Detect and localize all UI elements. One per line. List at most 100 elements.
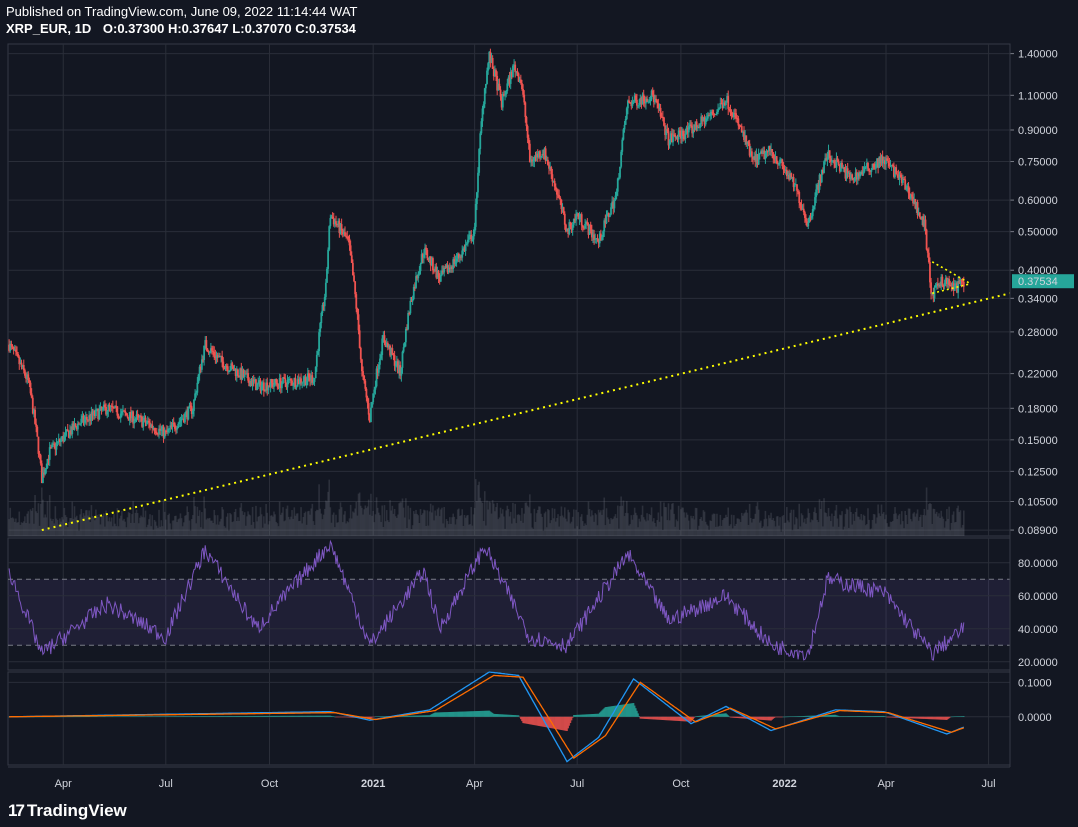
volume-bar [30,510,33,536]
volume-bar [867,508,869,536]
macd-histogram-bar [886,716,888,718]
macd-histogram-bar [609,706,611,717]
candle-body [313,378,316,382]
candle-body [731,115,734,117]
triangle-lower-line[interactable] [932,282,971,295]
volume-bar [79,514,81,536]
volume-bar [597,509,600,536]
volume-bar [197,515,200,536]
rsi-tick-label: 20.0000 [1018,657,1058,669]
volume-bar [753,518,755,536]
macd-histogram-bar [56,716,59,718]
volume-bar [623,516,626,536]
candle-body [258,380,261,384]
volume-bar [428,511,431,536]
candle-body [872,163,875,168]
volume-bar [793,524,796,536]
volume-bar [437,507,440,536]
volume-bar [447,524,450,536]
candle-body [701,116,704,122]
candle-body [443,267,446,273]
macd-histogram-bar [769,716,771,721]
macd-histogram-bar [57,716,60,718]
triangle-upper-line[interactable] [931,261,971,285]
macd-histogram-bar [402,715,405,717]
macd-histogram-bar [729,716,732,718]
macd-histogram-bar [948,716,950,719]
macd-histogram-bar [370,716,372,719]
candle-body [410,300,413,302]
macd-histogram-bar [350,716,353,718]
macd-histogram-bar [340,716,343,718]
candle-body [535,153,538,158]
macd-histogram-bar [83,716,86,718]
volume-bar [788,522,790,536]
volume-bar [923,508,926,536]
volume-bar [320,513,323,536]
volume-bar [801,515,804,536]
candle-body [471,239,474,242]
open-label: O: [102,21,118,36]
candle-body [613,199,616,209]
candle-body [763,150,766,160]
volume-bar [538,506,540,536]
volume-bar [153,519,156,536]
candle-body [908,193,911,199]
macd-histogram-bar [220,716,222,717]
macd-histogram-bar [839,716,841,717]
candle-body [815,189,818,198]
macd-histogram-bar [939,716,941,720]
x-tick-label: 2021 [361,778,385,790]
candle-body [418,271,421,274]
macd-panel[interactable] [7,671,1011,766]
volume-bar [641,505,644,536]
macd-histogram-bar [79,716,81,718]
volume-bar [628,525,630,536]
volume-bar [299,520,301,536]
volume-bar [808,513,811,536]
candle-body [470,234,473,242]
macd-histogram-bar [320,715,323,717]
volume-bar [489,502,492,536]
support-trendline[interactable] [41,292,1011,532]
volume-bar [696,529,699,536]
macd-histogram-bar [894,716,896,718]
candle-body [221,355,224,362]
candle-body [377,364,380,373]
candle-body [193,399,195,411]
macd-histogram-bar [372,716,374,718]
volume-bar [131,514,133,536]
volume-bar [53,523,56,536]
candle-body [590,229,593,238]
tradingview-logo[interactable]: 17 TradingView [8,801,127,821]
volume-bar [64,515,67,536]
macd-histogram-bar [236,716,238,717]
volume-bar [168,513,170,536]
candle-body [686,127,689,133]
macd-histogram-bar [828,715,831,717]
volume-bar [327,491,329,536]
macd-histogram-bar [190,716,193,717]
macd-histogram-bar [947,716,949,720]
candle-body [461,250,464,258]
macd-histogram-bar [530,716,532,725]
candle-body [537,151,540,158]
symbol-label[interactable]: XRP_EUR, 1D [6,21,92,36]
price-panel[interactable] [7,43,1011,537]
volume-bar [113,514,115,536]
macd-histogram-bar [469,711,471,717]
volume-bar [215,524,218,536]
candle-body [658,107,661,109]
macd-histogram-bar [500,714,503,717]
candle-body [886,158,889,161]
macd-histogram-bar [294,715,297,717]
macd-histogram-bar [941,716,944,720]
candle-body [904,179,907,190]
macd-histogram-bar [287,715,290,717]
candle-body [592,234,594,238]
price-tick-label: 0.10500 [1018,496,1058,508]
volume-bar [502,509,504,536]
volume-bar [264,523,266,536]
volume-bar [594,513,597,536]
